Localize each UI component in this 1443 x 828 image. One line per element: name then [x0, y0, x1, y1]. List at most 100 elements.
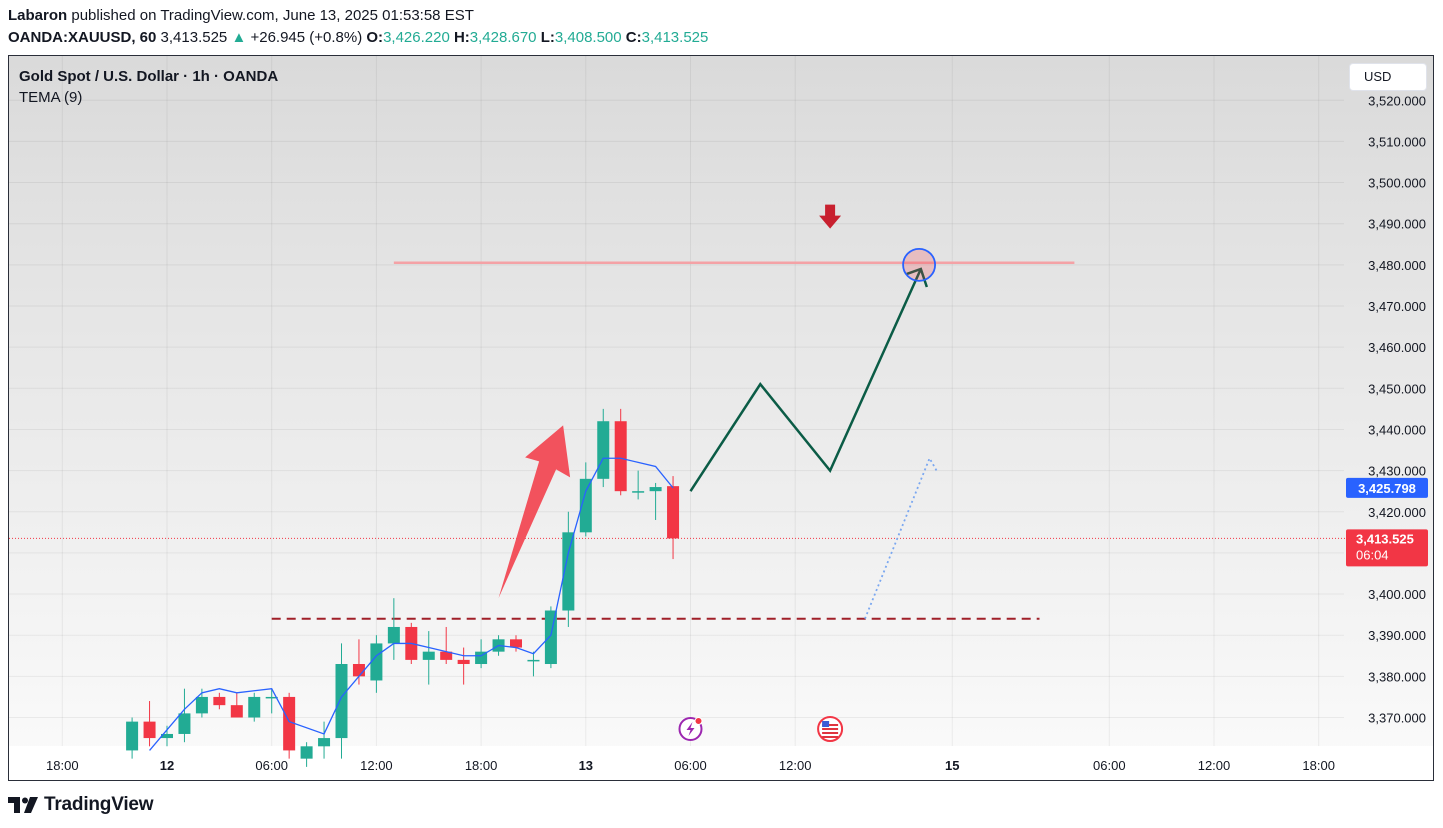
low-label: L: [540, 29, 555, 46]
symbol-label: OANDA:XAUUSD, 60 [8, 29, 157, 46]
event-dot [694, 717, 703, 725]
last-price: 3,413.525 [160, 29, 228, 46]
lightning-bolt-icon [686, 722, 695, 736]
close-value: 3,413.525 [641, 29, 709, 46]
sell-arrow-icon [819, 204, 842, 229]
candle-up [579, 462, 592, 537]
candle-body [562, 532, 575, 611]
candle-body [614, 421, 627, 492]
price-tick-label: 3,480.000 [1368, 258, 1426, 273]
high-value: 3,428.670 [469, 29, 537, 46]
quote-line: OANDA:XAUUSD, 60 3,413.525 ▲ +26.945 (+0… [8, 29, 708, 46]
open-label: O: [366, 29, 384, 46]
candle-down [667, 476, 680, 560]
price-tick-label: 3,430.000 [1368, 464, 1426, 479]
indicator-label[interactable]: TEMA (9) [19, 89, 83, 106]
candle-body [440, 651, 453, 660]
flag-canton [822, 721, 830, 727]
author-name[interactable]: Labaron [8, 7, 68, 24]
time-axis: 18:00 12 06:00 12:00 18:00 13 06:00 12:00 15 06:0… [46, 758, 1335, 773]
time-tick-label: 12:00 [1198, 758, 1231, 773]
candle-body [143, 721, 156, 739]
candle-body [335, 664, 348, 739]
candle-body [161, 733, 173, 739]
candle-body [510, 639, 522, 648]
time-tick-label: 12:00 [360, 758, 393, 773]
price-tick-label: 3,400.000 [1368, 587, 1426, 602]
price-tick-label: 3,520.000 [1368, 93, 1426, 108]
price-tick-label: 3,470.000 [1368, 299, 1426, 314]
price-tick-label: 3,450.000 [1368, 381, 1426, 396]
candle-body [457, 659, 470, 665]
change-up-icon: ▲ [231, 29, 247, 46]
candle-body [370, 643, 383, 681]
candle-body [597, 421, 610, 479]
candle-up [422, 631, 435, 685]
time-tick-label: 15 [945, 758, 959, 773]
time-tick-label: 18:00 [465, 758, 498, 773]
candle-up [335, 643, 348, 759]
candle-body [579, 478, 592, 533]
candle-body [387, 626, 400, 644]
candle-down [440, 626, 453, 665]
price-tick-label: 3,420.000 [1368, 505, 1426, 520]
candle-body [667, 486, 680, 539]
close-label: C: [625, 29, 642, 46]
last-price-tag-label: 3,413.525 [1356, 531, 1414, 546]
annotation-layer-front [498, 204, 938, 742]
candle-body [649, 487, 662, 492]
candle-up [126, 717, 139, 759]
candle-body [265, 696, 278, 699]
candle-body [195, 696, 208, 714]
annotation-layer-back [9, 261, 1346, 620]
candle-up [632, 470, 645, 500]
time-tick-label: 06:00 [1093, 758, 1126, 773]
candle-up [387, 598, 400, 660]
projection-arrow-head-icon [906, 267, 929, 288]
candle-up [318, 721, 331, 759]
plot-background [9, 56, 1433, 780]
candle-up [370, 635, 383, 693]
low-value: 3,408.500 [554, 29, 622, 46]
candle-body [178, 713, 191, 734]
publish-line: Labaron published on TradingView.com, Ju… [8, 7, 474, 24]
price-tick-label: 3,380.000 [1368, 669, 1426, 684]
flag-stripe [822, 724, 839, 726]
candle-body [283, 696, 296, 751]
candle-up [562, 511, 575, 627]
candle-body [248, 696, 261, 718]
open-value: 3,426.220 [383, 29, 450, 46]
time-tick-label: 12 [160, 758, 174, 773]
high-label: H: [453, 29, 470, 46]
candle-body [318, 738, 331, 747]
time-tick-label: 06:00 [255, 758, 288, 773]
tradingview-logo-icon[interactable] [8, 797, 38, 813]
chart-canvas[interactable]: 3,370.000 3,380.000 3,390.000 3,400.000 3,41… [9, 56, 1434, 781]
time-tick-label: 18:00 [46, 758, 79, 773]
price-tick-label: 3,500.000 [1368, 176, 1426, 191]
price-tick-label: 3,370.000 [1368, 711, 1426, 726]
lightning-event-icon [678, 717, 703, 741]
time-tick-label: 18:00 [1302, 758, 1335, 773]
price-tick-label: 3,510.000 [1368, 134, 1426, 149]
change-value: +26.945 (+0.8%) [250, 29, 363, 46]
candle-up [527, 651, 540, 677]
flag-stripe [822, 732, 839, 734]
candle-body [230, 705, 243, 718]
time-tick-label: 12:00 [779, 758, 812, 773]
currency-button[interactable]: USD [1349, 63, 1427, 91]
footer: TradingView [8, 792, 154, 818]
candle-up [265, 688, 278, 714]
tema-line-layer [149, 457, 674, 751]
candle-body [422, 651, 435, 660]
tradingview-brand[interactable]: TradingView [44, 794, 154, 815]
time-tick-label: 13 [579, 758, 593, 773]
candle-up [248, 692, 261, 722]
chart-frame[interactable]: 3,370.000 3,380.000 3,390.000 3,400.000 3,41… [8, 55, 1434, 781]
chart-title[interactable]: Gold Spot / U.S. Dollar · 1h · OANDA [19, 68, 279, 85]
price-tick-label: 3,460.000 [1368, 340, 1426, 355]
price-tick-label: 3,440.000 [1368, 422, 1426, 437]
tema-line [149, 457, 674, 751]
candles [126, 408, 680, 767]
